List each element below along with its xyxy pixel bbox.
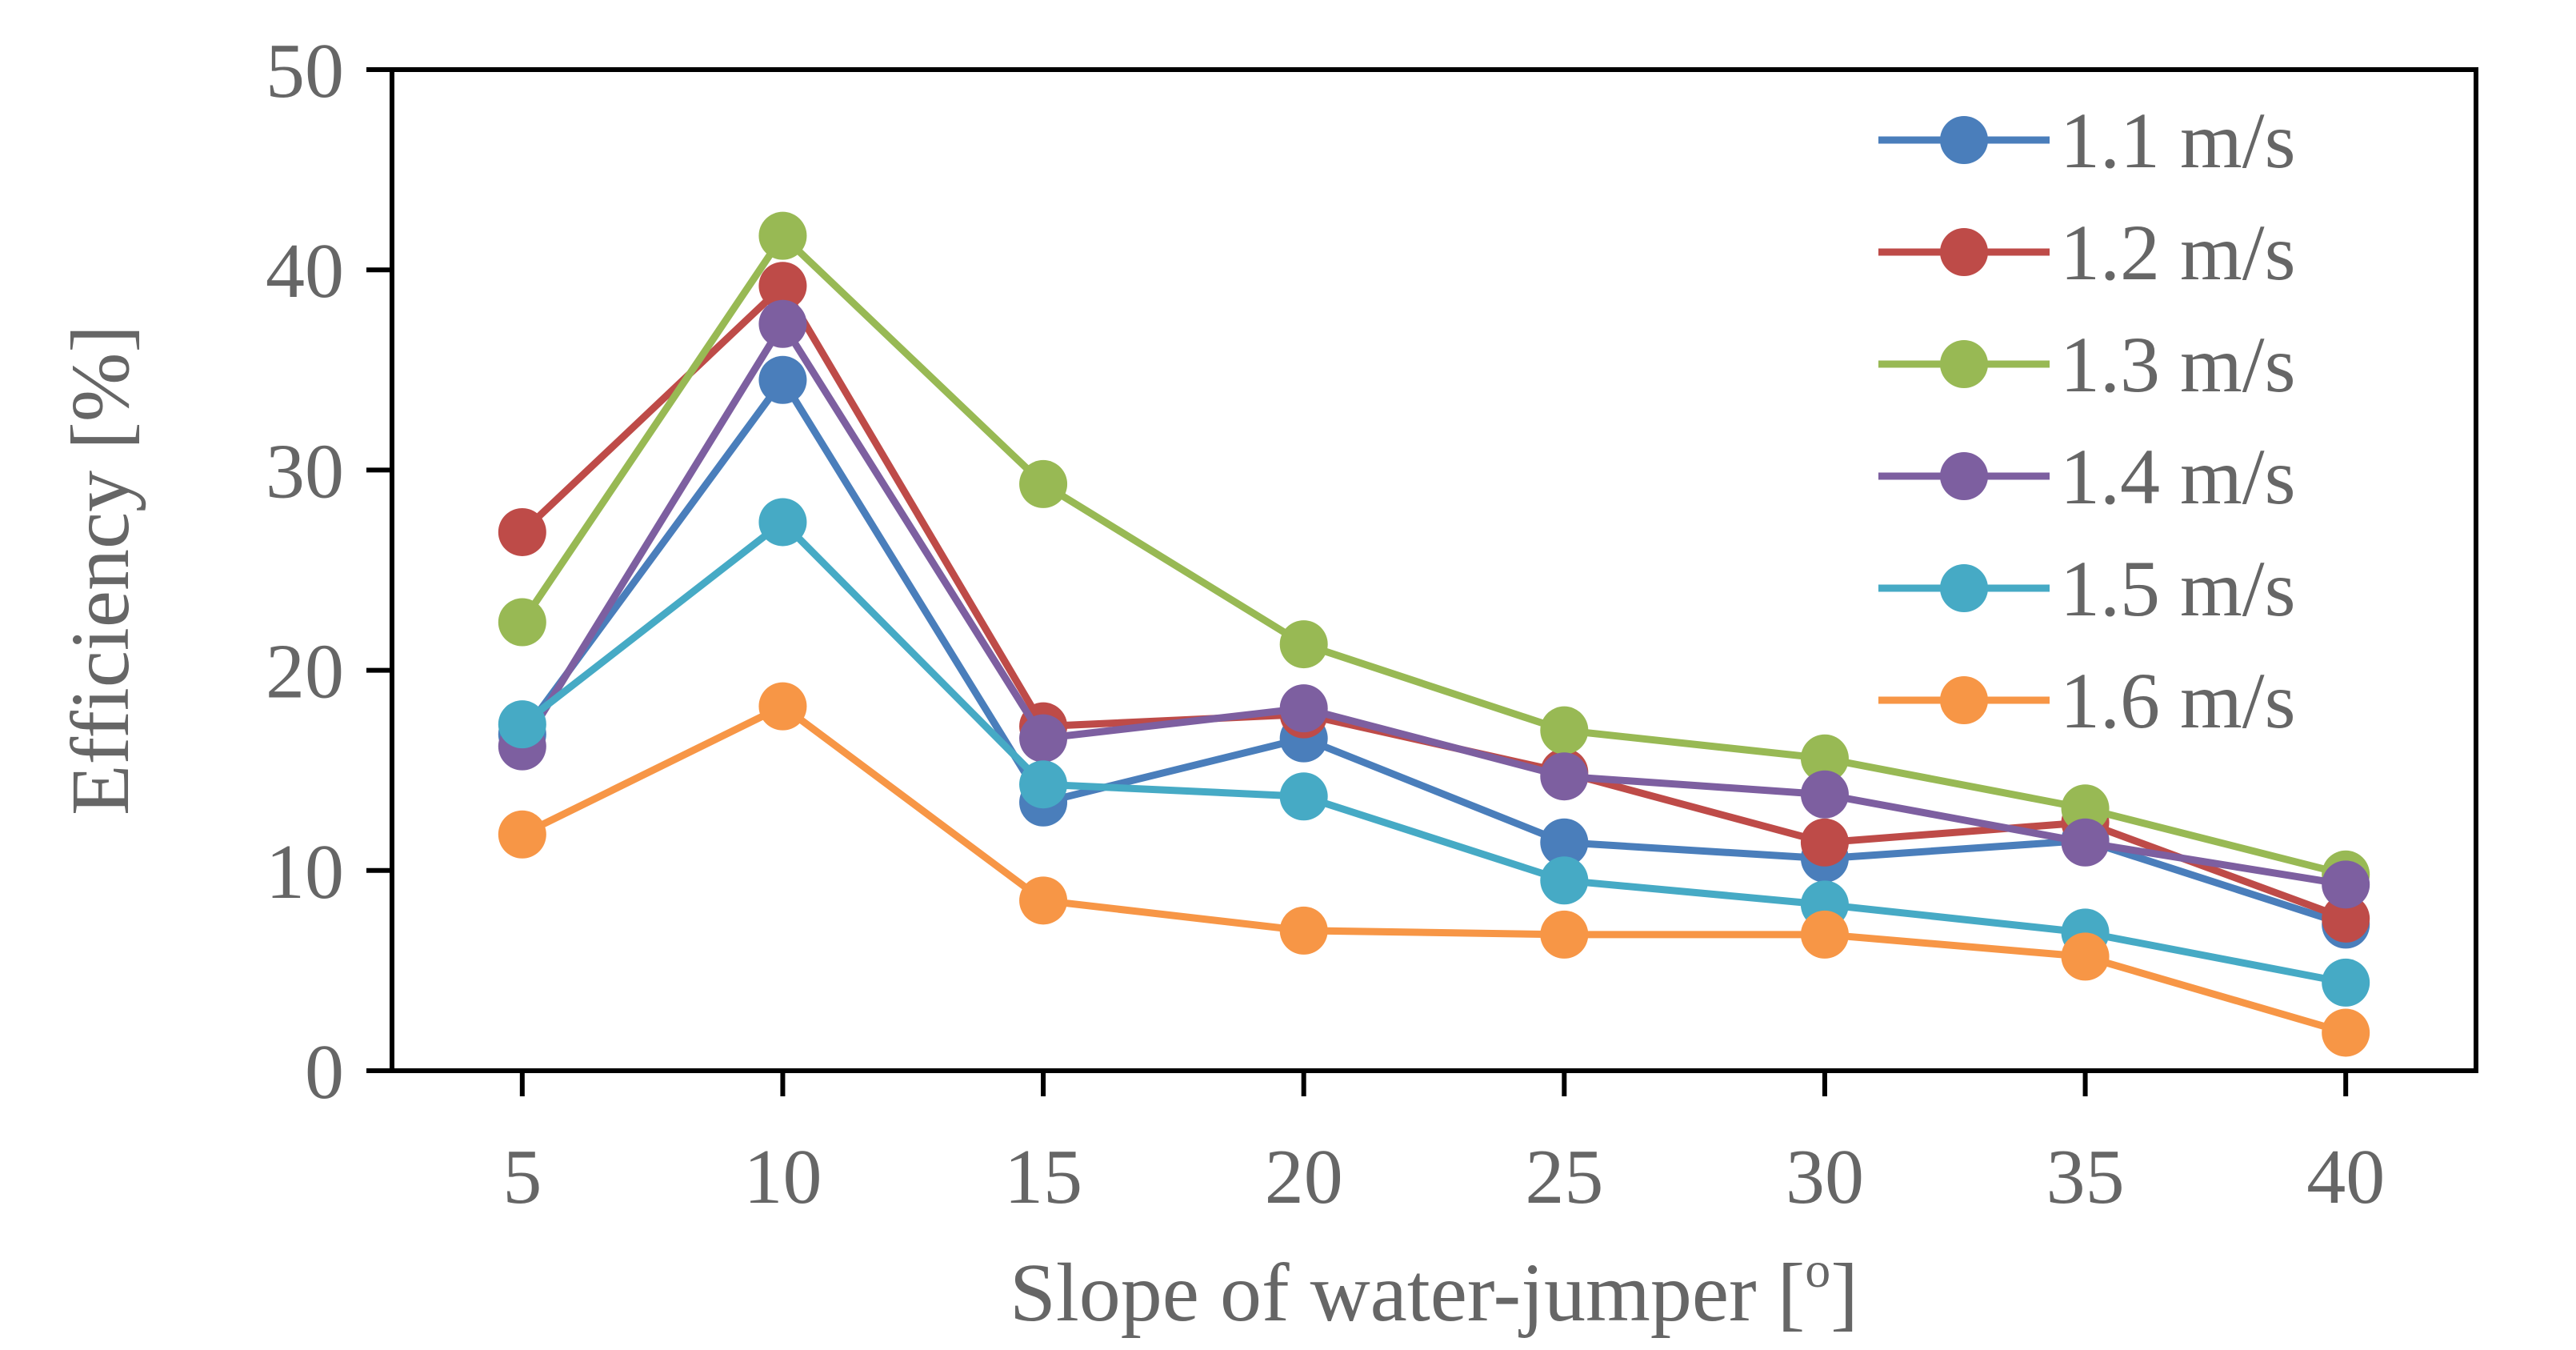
series-line-3: [519, 232, 2347, 879]
data-point: [758, 211, 807, 260]
data-point: [498, 598, 546, 647]
y-axis-title: Efficiency [%]: [54, 325, 146, 815]
data-point: [2322, 894, 2370, 943]
x-tick-label: 15: [1004, 1134, 1082, 1220]
data-point: [498, 810, 546, 859]
data-point: [1279, 620, 1328, 669]
y-tick-label: 0: [305, 1029, 344, 1116]
series-line-4: [518, 320, 2346, 888]
x-tick-label: 40: [2306, 1134, 2385, 1220]
legend-marker: [1940, 228, 1988, 276]
legend-label: 1.1 m/s: [2060, 96, 2295, 185]
legend-marker: [1940, 564, 1988, 612]
y-tick-label: 10: [266, 829, 344, 915]
plot-area: [498, 211, 2370, 1057]
axes: 0 10 20 30 40 50 5 10 15 20 25 30 35 40 Slope of water…: [54, 28, 2478, 1339]
data-point: [1279, 772, 1328, 821]
x-tick-label: 30: [1786, 1134, 1864, 1220]
data-point: [498, 507, 546, 556]
data-point: [1279, 906, 1328, 955]
data-point: [1540, 910, 1589, 959]
x-axis-title-suffix: ]: [1830, 1247, 1858, 1339]
x-tick-label: 5: [502, 1134, 542, 1220]
y-tick-label: 50: [266, 28, 344, 114]
data-point: [1800, 770, 1849, 819]
data-point: [1279, 684, 1328, 733]
y-tick-label: 30: [266, 428, 344, 515]
data-point: [758, 682, 807, 731]
legend-marker: [1940, 116, 1988, 164]
legend-label: 1.3 m/s: [2060, 320, 2295, 409]
legend-label: 1.2 m/s: [2060, 208, 2295, 297]
series-line-1: [519, 376, 2347, 928]
data-point: [1019, 714, 1068, 763]
x-axis-title-superscript: o: [1805, 1241, 1830, 1298]
data-point: [1540, 706, 1589, 755]
legend-label: 1.5 m/s: [2060, 544, 2295, 633]
legend-label: 1.6 m/s: [2060, 656, 2295, 745]
series-line-6: [520, 703, 2347, 1036]
data-point: [2322, 1008, 2370, 1057]
data-point: [758, 299, 807, 348]
data-point: [758, 262, 807, 310]
data-point: [498, 700, 546, 749]
y-tick-label: 40: [266, 228, 344, 314]
legend: 1.1 m/s 1.2 m/s 1.3 m/s 1.4 m/s 1.5 m/s 1.6 m…: [1878, 96, 2295, 745]
data-point: [2061, 932, 2110, 981]
data-point: [1540, 856, 1589, 905]
legend-marker: [1940, 340, 1988, 388]
x-axis-title: Slope of water-jumper [o]: [1010, 1241, 1858, 1339]
data-point: [758, 355, 807, 404]
y-tick-label: 20: [266, 629, 344, 715]
data-point: [2061, 784, 2110, 833]
legend-marker: [1940, 676, 1988, 724]
x-tick-label: 35: [2046, 1134, 2125, 1220]
data-point: [1800, 910, 1849, 959]
data-point: [1800, 734, 1849, 783]
legend-marker: [1940, 452, 1988, 500]
data-point: [2322, 958, 2370, 1007]
x-axis-title-main: Slope of water-jumper [: [1010, 1247, 1805, 1339]
data-point: [758, 498, 807, 547]
data-point: [1019, 760, 1068, 809]
data-point: [2322, 860, 2370, 909]
x-tick-label: 20: [1265, 1134, 1343, 1220]
data-point: [1019, 876, 1068, 925]
data-point: [1800, 818, 1849, 867]
series-line-5: [520, 518, 2347, 987]
legend-label: 1.4 m/s: [2060, 432, 2295, 521]
data-point: [2061, 818, 2110, 867]
data-point: [1019, 459, 1068, 508]
data-point: [1540, 818, 1589, 867]
data-point: [1540, 752, 1589, 801]
plot-frame: [390, 67, 2478, 1073]
x-tick-label: 25: [1525, 1134, 1603, 1220]
x-tick-label: 10: [743, 1134, 822, 1220]
